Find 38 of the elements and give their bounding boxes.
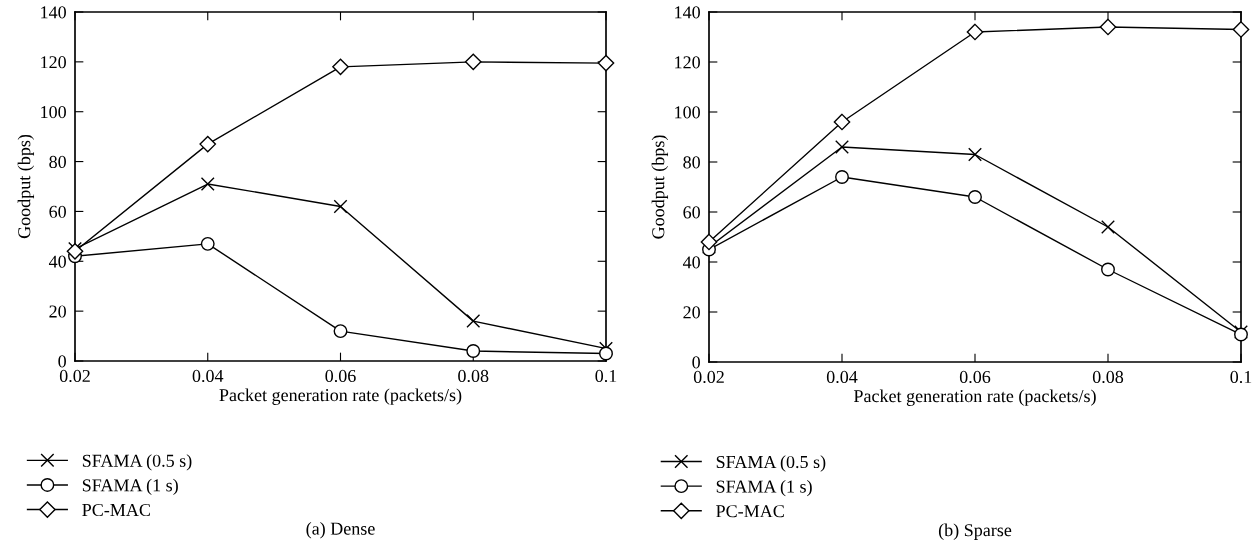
y-tick-label: 100 (675, 106, 700, 119)
y-tick-label: 80 (683, 156, 700, 169)
y-tick-label: 60 (49, 205, 66, 218)
y-tick-label: 120 (41, 56, 66, 69)
x-tick-label: 0.08 (1092, 370, 1124, 384)
x-tick-label: 0.1 (595, 369, 617, 383)
y-tick-label: 140 (675, 6, 700, 19)
x-tick-label: 0.06 (325, 369, 356, 383)
y-tick-label: 140 (41, 6, 66, 19)
y-tick-label: 0 (692, 356, 700, 369)
x-tick-label: 0.04 (826, 370, 858, 384)
y-tick-label: 20 (683, 306, 700, 319)
legend-label: SFAMA (1 s) (716, 479, 812, 497)
x-axis-title: Packet generation rate (packets/s) (219, 388, 462, 405)
y-axis-title: Goodput (bps) (651, 135, 669, 239)
y-tick-label: 60 (683, 206, 700, 219)
legend-label: SFAMA (0.5 s) (716, 455, 826, 472)
x-axis-title: Packet generation rate (packets/s) (853, 389, 1096, 406)
legend-label: SFAMA (1 s) (82, 478, 178, 496)
x-tick-label: 0.1 (1230, 370, 1252, 384)
legend-label: SFAMA (0.5 s) (82, 454, 192, 471)
y-tick-label: 0 (58, 355, 66, 368)
x-tick-label: 0.02 (59, 369, 90, 383)
y-tick-label: 80 (49, 155, 66, 169)
text: (a) Dense (306, 522, 375, 539)
legend-label: PC-MAC (82, 503, 150, 517)
legend-label: PC-MAC (716, 505, 784, 518)
x-tick-label: 0.04 (192, 369, 224, 383)
y-tick-label: 20 (49, 305, 66, 318)
y-tick-label: 100 (41, 105, 66, 119)
y-axis-title: Goodput (bps) (17, 134, 35, 239)
text: (b) Sparse (938, 523, 1012, 540)
y-tick-label: 120 (675, 56, 700, 69)
x-tick-label: 0.02 (693, 370, 724, 384)
y-tick-label: 40 (48, 255, 66, 268)
x-tick-label: 0.06 (959, 370, 991, 384)
y-tick-label: 40 (682, 256, 700, 269)
x-tick-label: 0.08 (458, 369, 489, 383)
